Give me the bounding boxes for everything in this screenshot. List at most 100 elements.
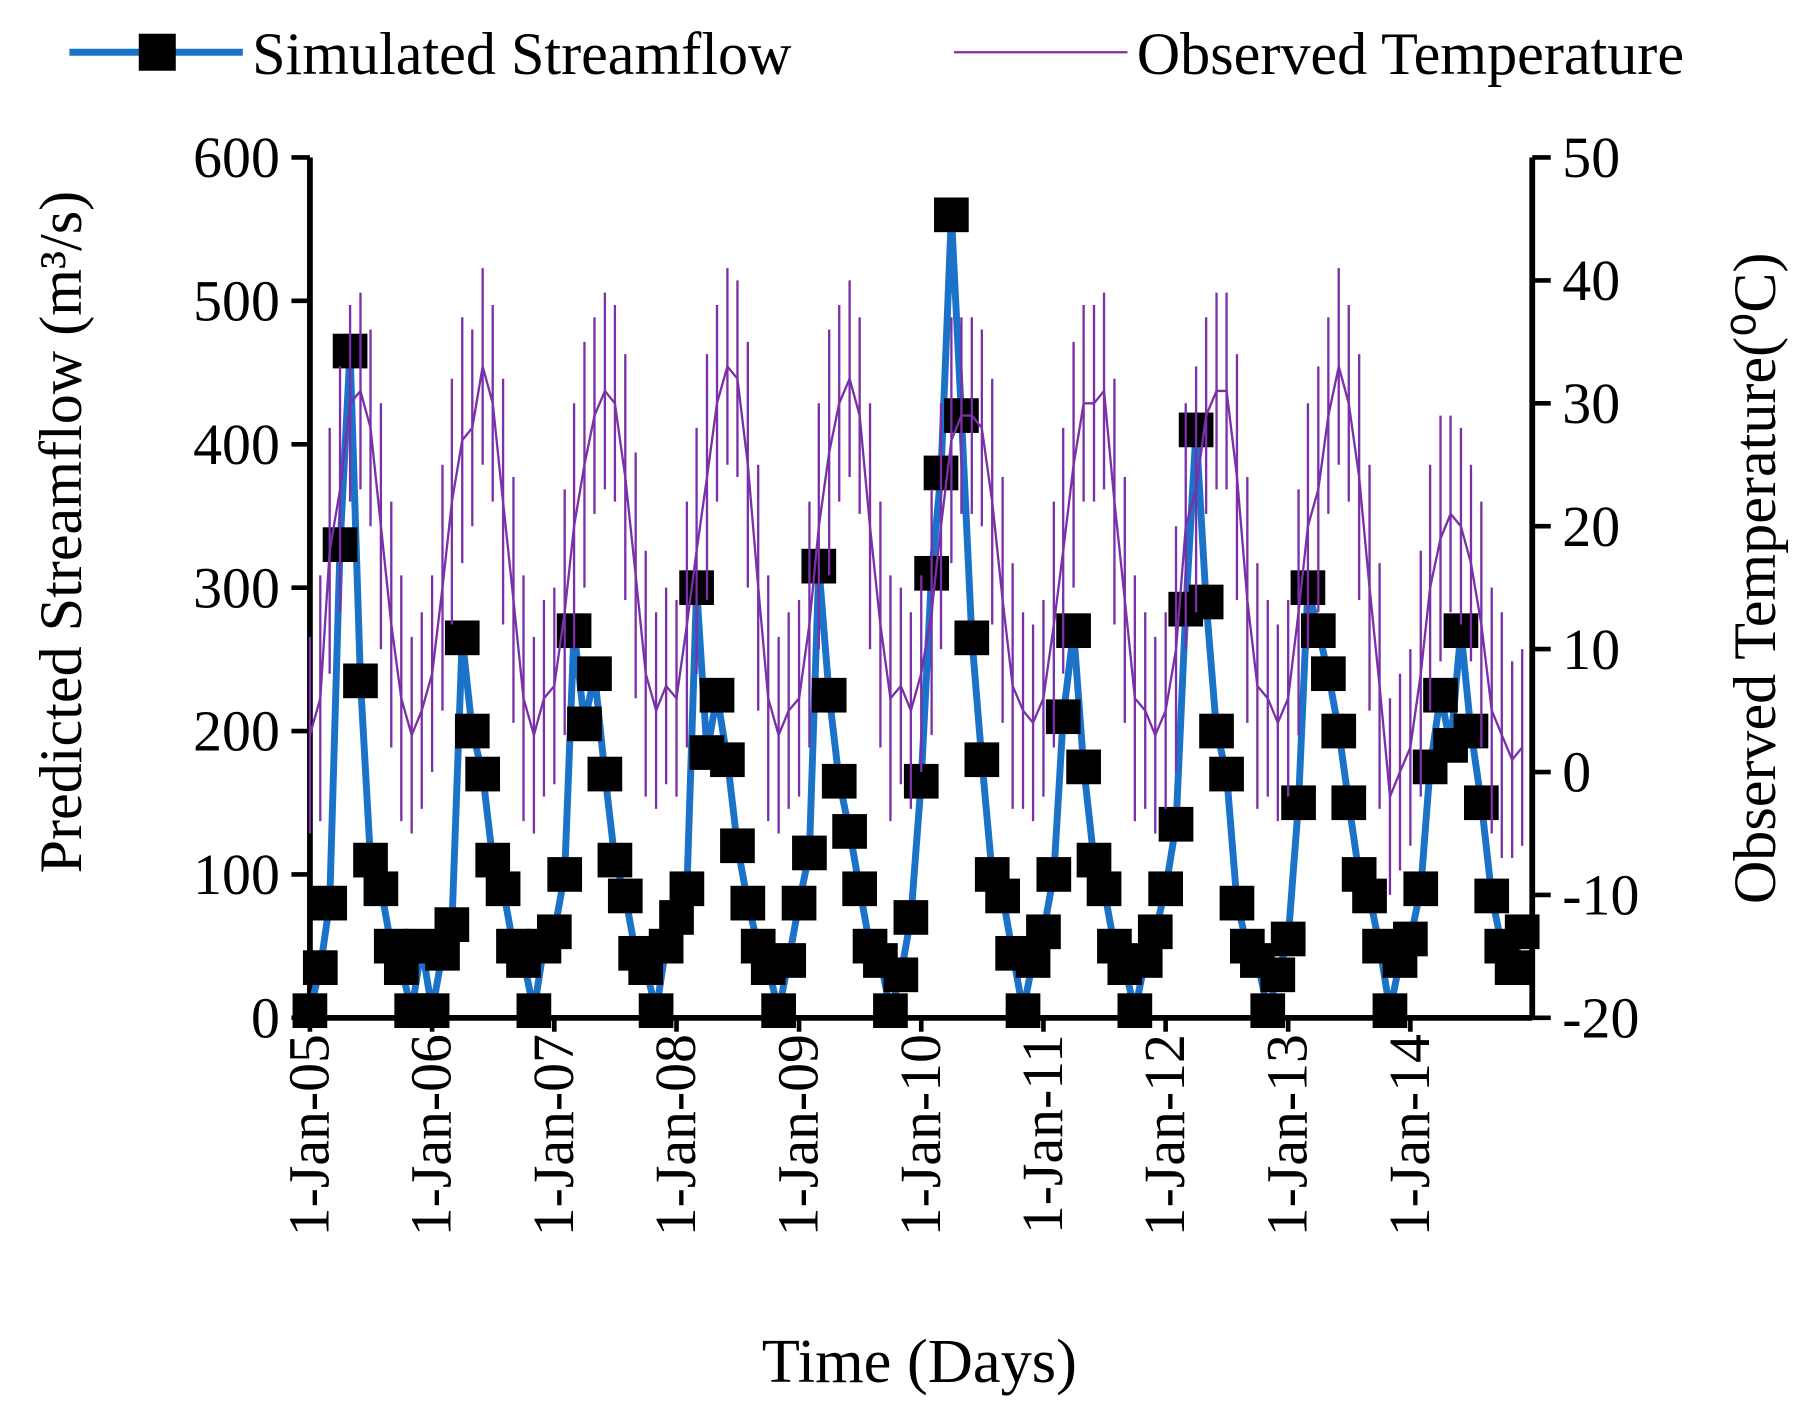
- x-tick-label: 1-Jan-06: [399, 1034, 464, 1236]
- marker: [414, 993, 450, 1029]
- marker: [1403, 871, 1439, 907]
- marker: [1453, 713, 1489, 749]
- marker: [1474, 878, 1510, 914]
- x-tick-label: 1-Jan-09: [766, 1034, 831, 1236]
- y-axis-label: Predicted Streamflow (m³/s): [28, 191, 95, 874]
- marker: [985, 878, 1020, 914]
- x-tick-label: 1-Jan-13: [1255, 1034, 1320, 1236]
- marker: [1005, 993, 1041, 1029]
- marker: [444, 620, 480, 656]
- marker: [699, 677, 735, 713]
- marker: [1158, 806, 1194, 842]
- marker: [934, 197, 969, 233]
- marker: [669, 871, 705, 907]
- legend-marker: [138, 33, 176, 71]
- marker: [454, 713, 490, 749]
- y2-tick-label: 0: [1562, 740, 1591, 805]
- x-tick-label: 1-Jan-11: [1010, 1034, 1075, 1234]
- marker: [312, 885, 348, 921]
- marker: [1086, 871, 1122, 907]
- marker: [1209, 756, 1244, 792]
- y-tick-label: 100: [193, 842, 280, 907]
- y2-axis-label: Observed Temperature(⁰C): [1722, 253, 1789, 905]
- marker: [363, 871, 399, 907]
- marker: [893, 900, 929, 935]
- marker: [638, 993, 674, 1029]
- y2-tick-label: 20: [1562, 494, 1620, 559]
- marker: [1148, 871, 1183, 907]
- marker: [1188, 584, 1224, 620]
- marker: [1137, 914, 1173, 950]
- y-tick-label: 200: [193, 699, 280, 764]
- x-axis-label: Time (Days): [762, 1326, 1077, 1396]
- marker: [954, 620, 990, 656]
- marker: [1423, 677, 1458, 713]
- x-tick-label: 1-Jan-12: [1132, 1034, 1197, 1236]
- y2-tick-label: -10: [1562, 863, 1639, 928]
- marker: [821, 763, 857, 799]
- marker: [1393, 921, 1428, 957]
- x-tick-label: 1-Jan-10: [888, 1034, 953, 1236]
- marker: [547, 857, 583, 892]
- marker: [883, 957, 919, 993]
- marker: [607, 878, 643, 914]
- y2-tick-label: -20: [1562, 985, 1639, 1050]
- marker: [1026, 914, 1061, 950]
- marker: [771, 943, 807, 978]
- y2-tick-label: 30: [1562, 371, 1620, 436]
- marker: [587, 756, 623, 792]
- marker: [536, 914, 572, 950]
- marker: [1352, 878, 1387, 914]
- y2-tick-label: 10: [1562, 617, 1620, 682]
- temperature-line: [308, 363, 1524, 798]
- x-tick-label: 1-Jan-07: [521, 1034, 586, 1236]
- marker: [1036, 857, 1072, 892]
- marker: [811, 677, 847, 713]
- marker: [1260, 957, 1296, 993]
- marker: [1464, 785, 1499, 821]
- x-tick-label: 1-Jan-14: [1377, 1034, 1442, 1236]
- legend-label: Simulated Streamflow: [252, 21, 792, 88]
- marker: [1270, 921, 1306, 957]
- marker: [1056, 613, 1091, 649]
- marker: [577, 656, 612, 692]
- marker: [842, 871, 877, 907]
- marker: [343, 663, 378, 699]
- marker: [781, 885, 817, 921]
- y2-tick-label: 50: [1562, 125, 1620, 190]
- y-tick-label: 600: [193, 125, 280, 190]
- marker: [1066, 749, 1101, 785]
- x-tick-label: 1-Jan-05: [276, 1034, 341, 1236]
- marker: [1321, 713, 1357, 749]
- y-tick-label: 0: [251, 985, 280, 1050]
- marker: [465, 756, 501, 792]
- marker: [1250, 993, 1286, 1029]
- marker: [1372, 993, 1408, 1029]
- marker: [1045, 699, 1081, 735]
- y-tick-label: 400: [193, 412, 280, 477]
- y2-tick-label: 40: [1562, 248, 1620, 313]
- marker: [761, 993, 796, 1029]
- marker: [1199, 713, 1234, 749]
- legend-label: Observed Temperature: [1137, 21, 1684, 88]
- marker: [1311, 656, 1346, 692]
- marker: [1117, 993, 1153, 1029]
- marker: [1219, 885, 1255, 921]
- marker: [964, 742, 1000, 778]
- marker: [1281, 785, 1316, 821]
- marker: [1504, 914, 1540, 950]
- marker: [720, 828, 755, 864]
- marker: [1331, 785, 1367, 821]
- marker: [485, 871, 521, 907]
- marker: [1494, 950, 1530, 985]
- marker: [710, 742, 745, 778]
- marker: [292, 993, 328, 1029]
- y-tick-label: 500: [193, 269, 280, 334]
- marker: [1300, 613, 1336, 649]
- marker: [792, 835, 827, 871]
- marker: [873, 993, 908, 1029]
- marker: [567, 706, 602, 742]
- marker: [730, 885, 766, 921]
- marker: [597, 842, 633, 878]
